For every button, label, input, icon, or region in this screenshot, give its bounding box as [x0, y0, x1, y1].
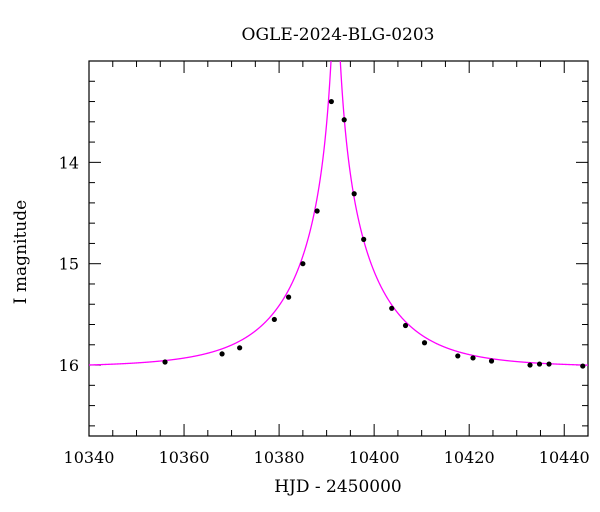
data-point — [580, 363, 586, 369]
data-point — [402, 322, 409, 329]
data-point — [328, 98, 334, 105]
data-point — [389, 305, 395, 311]
y-tick-label: 16 — [59, 356, 79, 375]
data-point — [546, 361, 552, 367]
data-point — [421, 340, 428, 346]
plot-area: 10340 10360 10380 10400 10420 10440 14 15 16 — [59, 60, 590, 467]
data-point — [300, 261, 306, 267]
data-point — [536, 361, 543, 367]
data-point — [237, 345, 243, 351]
chart-title: OGLE-2024-BLG-0203 — [242, 25, 435, 45]
data-point — [361, 236, 367, 242]
data-point — [314, 208, 320, 214]
x-tick-label: 10400 — [349, 448, 400, 467]
x-tick-label: 10380 — [254, 448, 305, 467]
y-tick-label: 15 — [59, 255, 79, 274]
data-point — [470, 355, 476, 361]
x-tick-label: 10420 — [444, 448, 495, 467]
plot-frame — [88, 60, 589, 437]
data-point — [455, 353, 461, 359]
y-tick-label: 14 — [59, 153, 79, 172]
data-point — [219, 351, 225, 357]
data-point — [488, 358, 495, 364]
data-point — [527, 362, 533, 368]
data-point — [271, 316, 277, 323]
model-curve — [89, 61, 588, 366]
x-tick-label: 10360 — [159, 448, 210, 467]
data-point — [286, 294, 292, 300]
data-point — [341, 117, 347, 123]
x-axis-label: HJD - 2450000 — [274, 477, 402, 497]
x-tick-label: 10440 — [539, 448, 590, 467]
x-tick-label: 10340 — [64, 448, 115, 467]
data-point — [162, 359, 168, 365]
y-axis-label: I magnitude — [11, 200, 31, 304]
data-point — [351, 191, 357, 197]
